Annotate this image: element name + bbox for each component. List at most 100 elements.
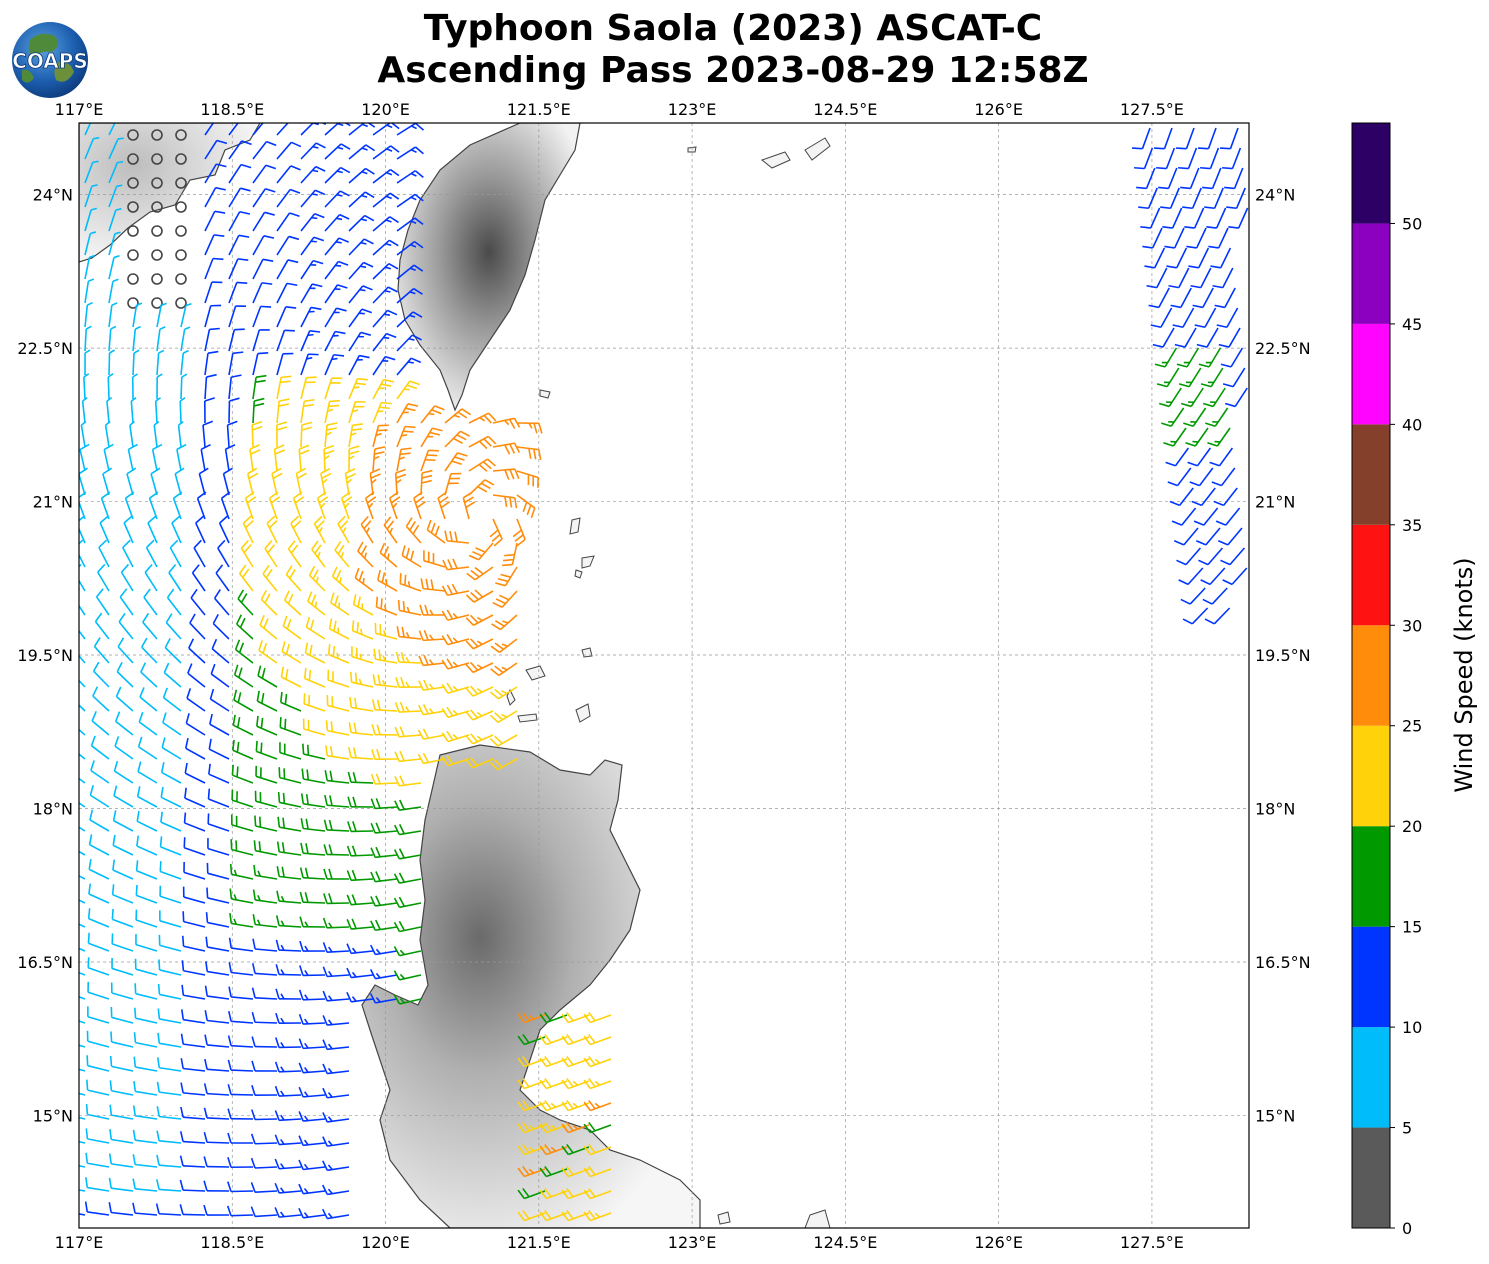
wind-barb — [180, 349, 189, 376]
barb-staff — [344, 473, 350, 496]
wind-barb — [276, 841, 302, 856]
barb-flag — [233, 689, 238, 701]
barb-staff — [497, 758, 518, 771]
wind-barb — [251, 1085, 278, 1097]
wind-barb — [228, 351, 244, 376]
wind-barb — [110, 1031, 134, 1048]
barb-flag — [326, 427, 337, 431]
barb-staff — [1220, 467, 1236, 487]
wind-barb — [282, 615, 302, 640]
barb-staff — [348, 144, 367, 160]
barb-flag — [258, 841, 262, 852]
barb-staff — [1207, 547, 1224, 566]
wind-barb — [79, 679, 86, 688]
barb-flag — [257, 894, 261, 901]
lon-label-top: 127.5°E — [1120, 100, 1184, 119]
wind-barb — [394, 750, 422, 763]
wind-barb — [324, 307, 347, 328]
barb-flag — [429, 609, 434, 616]
barb-staff — [369, 473, 374, 496]
wind-barb — [325, 745, 350, 760]
wind-barb — [1200, 147, 1220, 170]
barb-flag — [412, 311, 423, 318]
wind-barb — [347, 771, 374, 784]
barb-flag — [470, 757, 478, 767]
barb-flag — [430, 522, 436, 534]
barb-flag — [328, 922, 333, 929]
barb-staff — [217, 547, 230, 568]
wind-barb — [322, 1160, 350, 1172]
barb-staff — [160, 870, 182, 880]
barb-staff — [306, 626, 326, 640]
barb-flag — [251, 1060, 256, 1072]
barb-flag — [468, 554, 480, 561]
barb-flag — [322, 1039, 328, 1050]
barb-staff — [326, 926, 350, 929]
wind-barb — [441, 658, 470, 670]
barb-flag — [375, 948, 381, 955]
barb-staff — [256, 750, 278, 760]
barb-flag — [441, 732, 449, 742]
wind-barb — [324, 166, 351, 184]
barb-staff — [249, 449, 254, 472]
wind-barb — [1209, 447, 1234, 467]
wind-barb — [266, 515, 278, 544]
barb-flag — [393, 824, 401, 835]
barb-staff — [396, 123, 417, 136]
barb-flag — [258, 816, 262, 828]
wind-barb — [255, 765, 278, 784]
wind-barb — [372, 168, 400, 184]
barb-staff — [1201, 487, 1216, 506]
barb-flag — [238, 667, 243, 678]
wind-barb — [81, 396, 88, 424]
barb-flag — [444, 530, 448, 542]
wind-barb — [151, 273, 163, 285]
barb-flag — [259, 615, 265, 626]
barb-staff — [1198, 247, 1210, 269]
wind-barb — [396, 357, 422, 376]
barb-staff — [79, 604, 86, 616]
barb-flag — [440, 500, 451, 509]
barb-flag — [240, 163, 252, 169]
barb-flag — [274, 1134, 280, 1145]
barb-staff — [184, 797, 206, 808]
barb-flag — [334, 540, 342, 551]
barb-staff — [1195, 227, 1207, 249]
wind-barb — [84, 160, 99, 184]
barb-flag — [280, 944, 285, 951]
barb-staff — [295, 473, 302, 496]
barb-flag — [452, 734, 459, 740]
wind-barb — [379, 542, 398, 568]
wind-barb — [135, 909, 158, 928]
barb-flag — [191, 564, 200, 574]
wind-barb — [158, 934, 182, 952]
barb-flag — [276, 426, 288, 431]
barb-flag — [1215, 520, 1227, 526]
wind-barb — [120, 563, 134, 592]
barb-flag — [269, 491, 279, 499]
barb-flag — [465, 617, 475, 626]
barb-flag — [236, 741, 240, 753]
barb-flag — [182, 349, 189, 354]
barb-staff — [111, 1041, 134, 1048]
wind-barb — [252, 282, 273, 304]
wind-barb — [491, 614, 518, 631]
barb-staff — [334, 549, 350, 568]
wind-barb — [230, 839, 254, 856]
barb-staff — [324, 190, 341, 208]
lon-labels-top: 117°E 118.5°E 120°E 121.5°E 123°E 124.5°E 126°… — [55, 100, 1184, 119]
barb-flag — [588, 1121, 596, 1132]
barb-staff — [423, 559, 446, 568]
wind-barb — [323, 893, 350, 905]
lat-label-left: 19.5°N — [17, 646, 73, 665]
wind-barb — [298, 1111, 326, 1122]
barb-flag — [346, 845, 352, 857]
wind-barb — [207, 813, 230, 832]
barb-flag — [298, 444, 310, 450]
barb-staff — [302, 901, 326, 904]
wind-barb — [91, 710, 110, 736]
barb-flag — [328, 618, 333, 629]
barb-flag — [583, 1145, 591, 1156]
barb-flag — [1207, 441, 1218, 447]
wind-barb — [206, 862, 230, 880]
